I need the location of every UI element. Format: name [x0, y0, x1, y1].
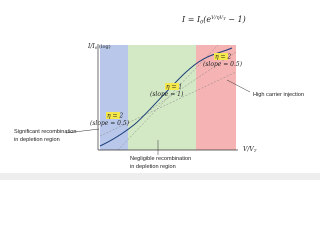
y-axis-label: I/I0 (log) — [87, 43, 111, 50]
region-red — [196, 45, 236, 150]
formula-part: 0 — [200, 20, 204, 26]
label-part: I/I — [87, 43, 95, 50]
highlight — [214, 53, 228, 60]
eta-label: η = 2 — [107, 113, 123, 120]
annotation: in depletion region — [14, 137, 60, 143]
region-green — [128, 45, 196, 150]
bottom-edge — [0, 173, 320, 180]
slope-label: (slope = 0.5) — [90, 120, 130, 127]
formula-part: − 1) — [226, 15, 246, 24]
annotation: in depletion region — [130, 164, 176, 170]
formula-part: (e — [203, 15, 211, 24]
iv-curve — [99, 47, 233, 147]
formula-part: I = I — [181, 15, 201, 24]
highlight — [165, 83, 179, 90]
region-label: η = 2 (slope = 0.5) — [90, 112, 130, 127]
label-part: 0 — [95, 45, 98, 50]
guide-lines — [99, 44, 237, 151]
eta-label: η = 2 — [215, 54, 231, 61]
slide: I = I0(eV/ηVT − 1) I/I0 (log) V/VT η = 2… — [0, 15, 320, 180]
label-part: V/V — [243, 146, 254, 153]
formula: I = I0(eV/ηVT − 1) — [181, 15, 246, 26]
region-label: η = 2 (slope = 0.5) — [203, 53, 243, 68]
eta-label: η = 1 — [166, 84, 182, 91]
axes — [97, 44, 238, 151]
label-part: T — [254, 148, 257, 153]
slope-label: (slope = 1) — [150, 91, 184, 98]
arrows — [65, 79, 251, 155]
annotation: High carrier injection — [253, 92, 304, 98]
formula-part: T — [223, 16, 226, 21]
highlight — [106, 112, 120, 119]
slope-label: (slope = 0.5) — [203, 61, 243, 68]
label-part: (log) — [97, 43, 110, 50]
x-axis-label: V/VT — [243, 146, 257, 153]
annotation: Negligible recombination — [130, 156, 191, 162]
annotation: Significant recombination — [14, 129, 77, 135]
formula-part: V/ηV — [211, 15, 224, 21]
region-label: η = 1 (slope = 1) — [150, 83, 184, 98]
